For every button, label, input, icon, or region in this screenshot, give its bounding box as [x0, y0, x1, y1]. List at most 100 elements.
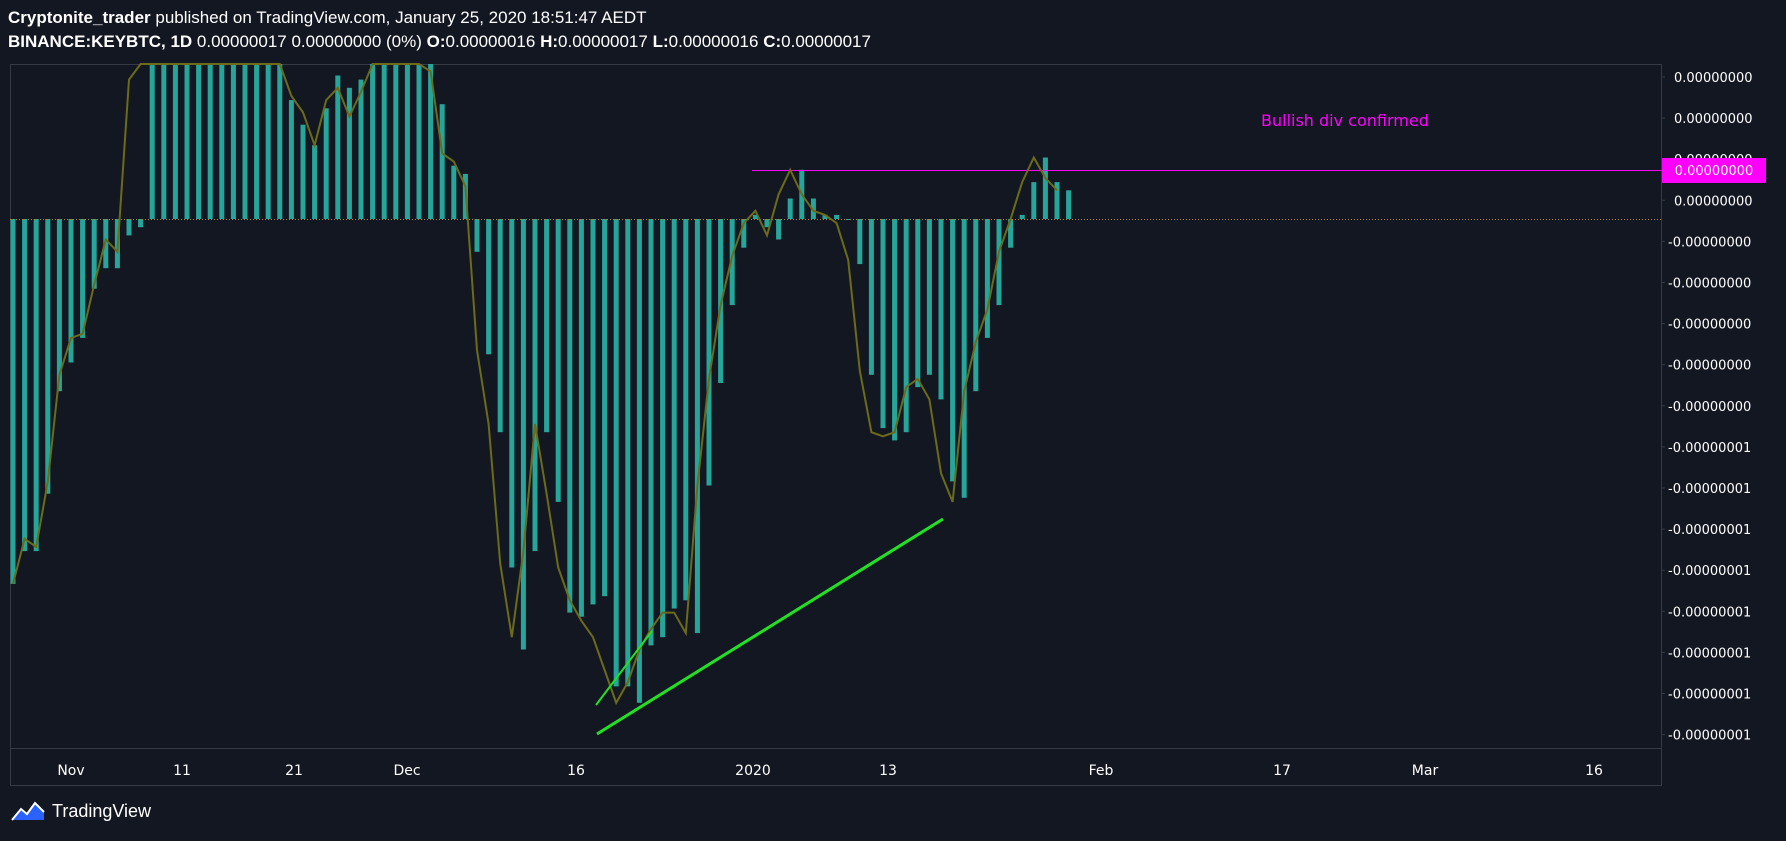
time-tick-label: 16: [1585, 763, 1603, 779]
histogram-bar: [416, 64, 422, 219]
annotation-text[interactable]: Bullish div confirmed: [1261, 111, 1429, 130]
bullish-trendline[interactable]: [596, 517, 944, 736]
histogram-bar: [381, 64, 387, 219]
histogram-bar: [648, 219, 654, 646]
histogram-bar: [1008, 219, 1014, 248]
histogram-bar: [404, 64, 410, 219]
histogram-bar: [219, 64, 225, 219]
price-tick-label: -0.00000000: [1668, 318, 1751, 333]
histogram-bar: [903, 219, 909, 433]
histogram-bar: [544, 219, 550, 433]
histogram-bar: [126, 219, 132, 236]
histogram-bar: [300, 124, 306, 219]
histogram-bar: [265, 64, 271, 219]
price-change: 0.00000017 0.00000000 (0%): [196, 32, 422, 51]
close-value: 0.00000017: [781, 32, 871, 51]
histogram-bar: [880, 219, 886, 429]
histogram-bar: [33, 219, 39, 552]
price-tick-label: -0.00000001: [1668, 688, 1751, 703]
time-tick-label: Nov: [57, 763, 84, 779]
histogram-bar: [961, 219, 967, 498]
histogram-bar: [613, 219, 619, 687]
histogram-bar: [1066, 190, 1072, 219]
histogram-bar: [915, 219, 921, 388]
divergence-line[interactable]: [595, 630, 653, 706]
histogram-bar: [706, 219, 712, 486]
symbol-label[interactable]: BINANCE:KEYBTC, 1D: [8, 32, 193, 51]
histogram-bar: [497, 219, 503, 433]
histogram-bar: [1054, 182, 1060, 219]
histogram-bar: [764, 219, 770, 228]
histogram-bar: [938, 219, 944, 400]
brand-name: TradingView: [52, 800, 152, 821]
histogram-bar: [509, 219, 515, 568]
histogram-bar: [335, 75, 341, 219]
histogram-bar: [138, 219, 144, 228]
histogram-bar: [428, 64, 434, 219]
time-tick-label: 21: [285, 763, 303, 779]
time-tick-label: Feb: [1089, 763, 1114, 779]
price-tick-label: 0.00000000: [1674, 112, 1753, 127]
histogram-bar: [973, 219, 979, 392]
histogram-bar: [172, 64, 178, 219]
histogram-bar: [868, 219, 874, 375]
price-tick-label: -0.00000001: [1668, 523, 1751, 538]
histogram-bar: [636, 219, 642, 703]
histogram-bar: [741, 219, 747, 248]
price-tick-label: -0.00000000: [1668, 235, 1751, 250]
histogram-bar: [950, 219, 956, 482]
high-label: H:: [540, 32, 559, 51]
price-tick-label: -0.00000001: [1668, 564, 1751, 579]
histogram-bar: [694, 219, 700, 634]
histogram-bar: [45, 219, 51, 494]
histogram-bar: [230, 64, 236, 219]
histogram-bar: [451, 165, 457, 219]
histogram-bar: [486, 219, 492, 355]
histogram-bar: [22, 219, 28, 552]
price-tick-label: 0.00000000: [1674, 194, 1753, 209]
histogram-bar: [1042, 157, 1048, 219]
histogram-bar: [787, 198, 793, 219]
histogram-bar: [892, 219, 898, 441]
histogram-bar: [91, 219, 97, 289]
histogram-bar: [729, 219, 735, 306]
histogram-bar: [474, 219, 480, 252]
high-value: 0.00000017: [558, 32, 648, 51]
author-name[interactable]: Cryptonite_trader: [8, 8, 151, 27]
histogram-bar: [393, 64, 399, 219]
price-tick-label: -0.00000001: [1668, 482, 1751, 497]
open-label: O:: [426, 32, 446, 51]
histogram-bar: [520, 219, 526, 650]
histogram-bar: [810, 198, 816, 219]
histogram-bar: [80, 219, 86, 338]
histogram-bar: [776, 219, 782, 240]
histogram-bar: [207, 64, 213, 219]
tradingview-logo-icon: [11, 801, 45, 821]
price-tick-label: -0.00000000: [1668, 359, 1751, 374]
price-tick-label: -0.00000001: [1668, 605, 1751, 620]
histogram-bar: [660, 219, 666, 638]
histogram-bar: [845, 219, 851, 220]
histogram-bar: [857, 219, 863, 265]
histogram-bar: [439, 104, 445, 219]
histogram-bar: [56, 219, 62, 392]
histogram-bar: [196, 64, 202, 219]
low-label: L:: [652, 32, 669, 51]
histogram-bar: [926, 219, 932, 375]
price-axis[interactable]: 0.00000000 0.00000000 0.00000000 0.00000000…: [1661, 71, 1753, 744]
histogram-bar: [323, 108, 329, 219]
histogram-bar: [532, 219, 538, 552]
footer-brand[interactable]: TradingView: [10, 800, 151, 822]
histogram-bar: [10, 219, 16, 584]
histogram-bar: [312, 145, 318, 219]
time-axis[interactable]: Nov 11 21 Dec 16 2020 13 Feb 17 Mar 16: [57, 763, 1603, 779]
histogram-bar: [590, 219, 596, 605]
histogram-bar: [277, 64, 283, 219]
header-line-1: Cryptonite_trader published on TradingVi…: [8, 6, 871, 30]
header-line-2: BINANCE:KEYBTC, 1D 0.00000017 0.00000000…: [8, 30, 871, 54]
price-tick-label: -0.00000000: [1668, 277, 1751, 292]
histogram-bar: [752, 214, 758, 219]
publish-info: published on TradingView.com, January 25…: [155, 8, 647, 27]
low-value: 0.00000016: [668, 32, 759, 51]
